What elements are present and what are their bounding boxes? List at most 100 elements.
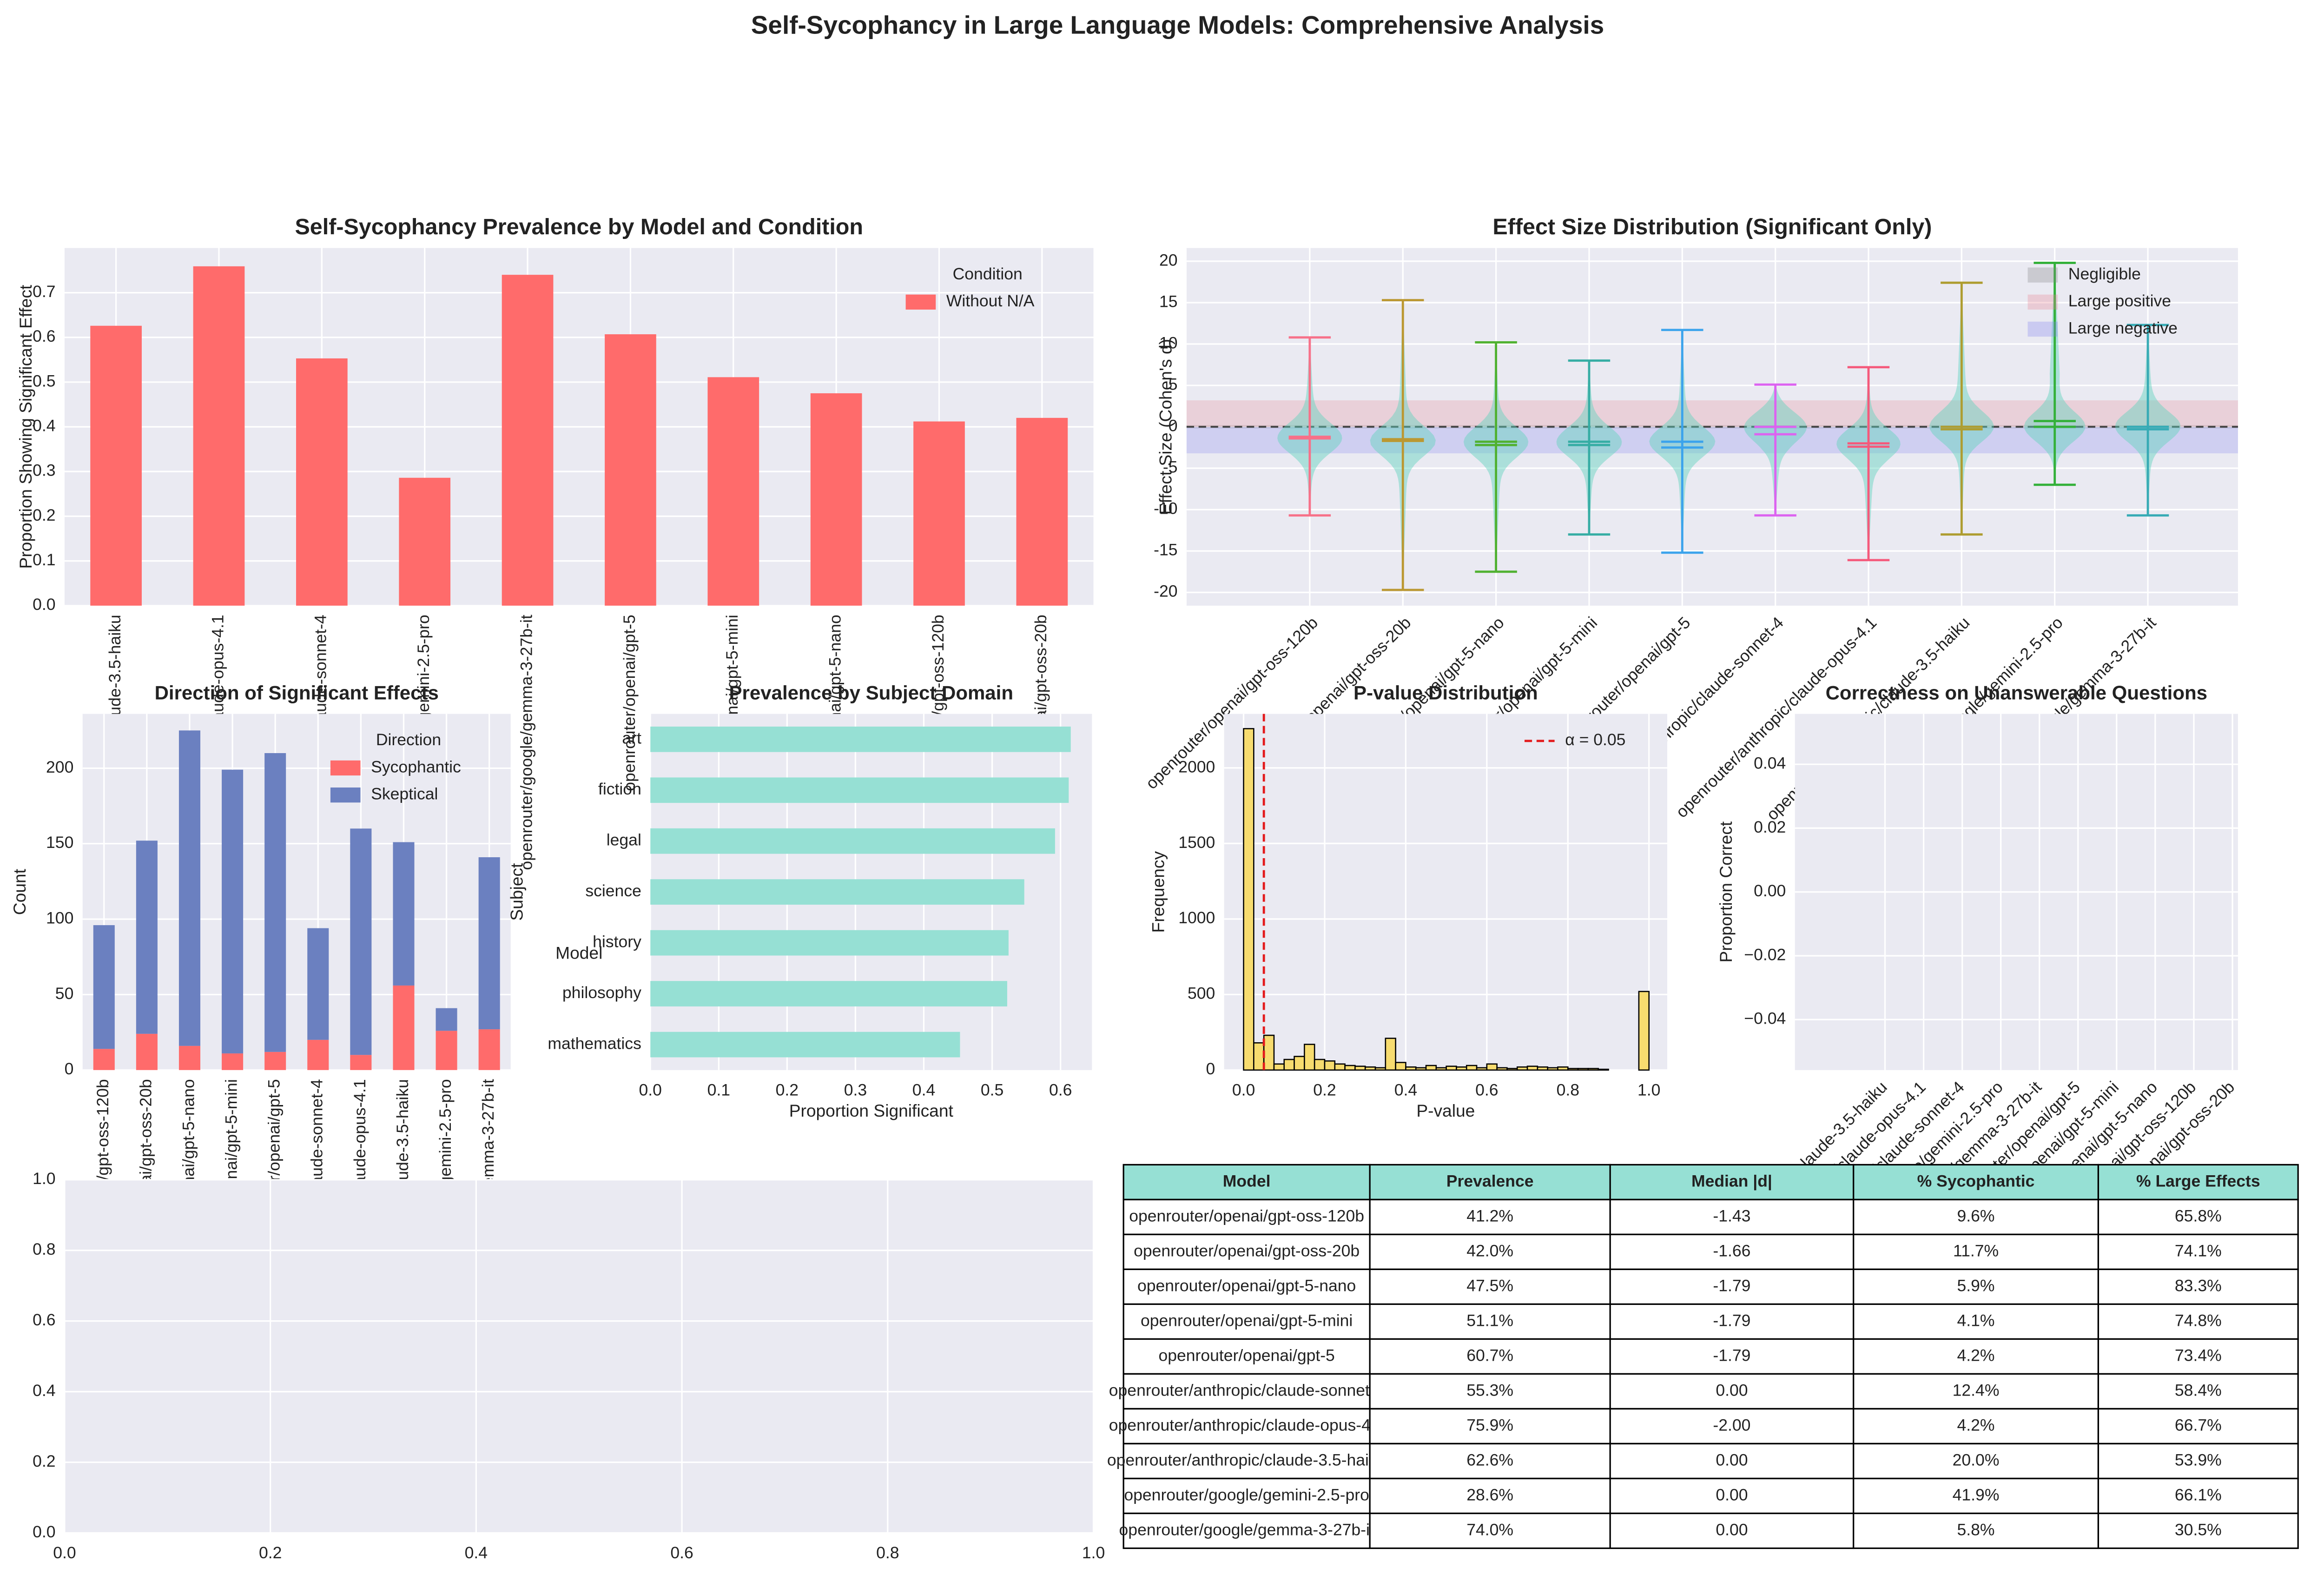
histogram-bar [1557,1066,1569,1071]
bar-segment [136,840,158,1034]
y-tick-label: 20 [1159,251,1178,269]
x-tick-label: openrouter/openai/gpt-5 [620,615,639,791]
x-tick-label: 0.2 [776,1080,799,1099]
legend-swatch [2027,321,2058,337]
y-tick-label: 1500 [1178,833,1215,852]
histogram-bar [1476,1067,1488,1071]
histogram-bar [1273,1063,1285,1071]
x-tick-label: openrouter/google/gemma-3-27b-it [517,615,535,870]
table-cell [1122,1233,1371,1271]
y-tick-label: 200 [46,758,73,776]
band [1186,425,2238,429]
y-axis-label: Proportion Correct [1716,821,1736,962]
bar [605,334,656,606]
histogram-bar [1425,1065,1437,1071]
table-cell-text: 4.2% [1957,1346,1995,1364]
chart-title: Effect Size Distribution (Significant On… [1492,214,1932,239]
histogram-bar [1324,1060,1336,1071]
table-cell-text: 58.4% [2175,1381,2222,1399]
table-cell [2097,1443,2299,1480]
band [1186,427,2238,454]
table-cell [2097,1512,2299,1549]
x-axis-label: P-value [1416,1101,1475,1120]
table-cell-text: 5.8% [1957,1520,1995,1539]
bar-segment [307,928,329,1040]
x-axis-label: Model [555,943,602,963]
bar [650,981,1007,1006]
table-header-text: % Large Effects [2136,1171,2260,1190]
histogram-bar [1506,1068,1518,1071]
histogram-bar [1598,1068,1609,1071]
legend-label: Large positive [2068,291,2171,310]
y-tick-label: −0.02 [1744,945,1786,964]
y-tick-label: 150 [46,833,73,852]
table-cell-text: openrouter/openai/gpt-5-mini [1141,1311,1353,1330]
bar [650,1032,960,1058]
y-tick-label: 0.3 [33,461,55,480]
histogram-bar [1405,1066,1417,1071]
y-tick-label: -10 [1154,499,1177,518]
histogram-bar [1577,1068,1589,1071]
table-cell-text: 20.0% [1953,1450,2000,1469]
y-axis-label: Subject [507,863,527,921]
y-tick-label: -5 [1163,458,1178,476]
plot-background [64,1179,1094,1533]
y-tick-label: 0.7 [33,282,55,301]
table-cell-text: 41.2% [1466,1206,1513,1225]
histogram-bar [1456,1066,1467,1071]
table-cell-text: 11.7% [1953,1241,1999,1260]
table-cell-text: 60.7% [1466,1346,1513,1364]
chart-title: Prevalence by Subject Domain [729,682,1013,704]
table-cell-text: 47.5% [1466,1276,1513,1295]
table-cell [1369,1443,1611,1480]
table-cell-text: openrouter/anthropic/claude-sonnet-4 [1109,1381,1385,1399]
histogram-bar [1294,1056,1305,1071]
table-cell-text: 41.9% [1953,1485,2000,1504]
y-tick-label: mathematics [548,1034,641,1052]
bar [1016,417,1068,606]
table-cell-text: openrouter/openai/gpt-5-nano [1137,1276,1356,1295]
bar-segment [393,985,415,1070]
y-tick-label: 0.1 [33,550,55,569]
y-tick-label: 0.00 [1754,881,1786,900]
table-cell-text: 12.4% [1953,1381,2000,1399]
table-cell [2097,1303,2299,1340]
histogram-bar [1374,1067,1386,1071]
bar [502,275,554,606]
table-header-text: Median |d| [1691,1171,1772,1190]
bar-segment [222,769,244,1054]
y-tick-label: 2000 [1178,757,1215,776]
table-cell-text: 73.4% [2175,1346,2222,1364]
histogram-bar [1587,1068,1599,1071]
histogram-bar [1526,1065,1538,1071]
table-cell [1369,1338,1611,1375]
legend-label: Large negative [2068,318,2178,337]
y-tick-label: 15 [1159,292,1178,311]
table-cell-text: 28.6% [1466,1485,1513,1504]
x-tick-label: 0.6 [670,1543,693,1562]
table-cell-text: 74.0% [1466,1520,1513,1539]
y-axis-label: Proportion Showing Significant Effect [16,285,35,569]
table-cell [1122,1338,1371,1375]
table-cell-text: 9.6% [1957,1206,1995,1225]
y-tick-label: 0 [65,1059,74,1078]
table-cell [1122,1512,1371,1549]
table-cell-text: 30.5% [2175,1520,2222,1539]
y-axis-label: Frequency [1149,851,1168,933]
table-header-cell [1853,1164,2100,1201]
chart-title: Self-Sycophancy Prevalence by Model and … [295,214,863,239]
table-cell [1122,1443,1371,1480]
table-cell-text: -2.00 [1713,1416,1750,1434]
legend-swatch [2027,294,2058,310]
y-tick-label: 0.02 [1754,818,1786,836]
table-cell-text: 74.8% [2175,1311,2222,1330]
bar [650,726,1071,752]
legend-swatch [2027,267,2058,283]
y-axis-label: Effect Size (Cohen's d) [1156,339,1175,515]
y-tick-label: fiction [598,780,641,798]
x-tick-label: 0.1 [707,1080,730,1099]
x-tick-label: 1.0 [1082,1543,1105,1562]
table-cell-text: 55.3% [1466,1381,1513,1399]
y-tick-label: 1.0 [33,1169,55,1188]
